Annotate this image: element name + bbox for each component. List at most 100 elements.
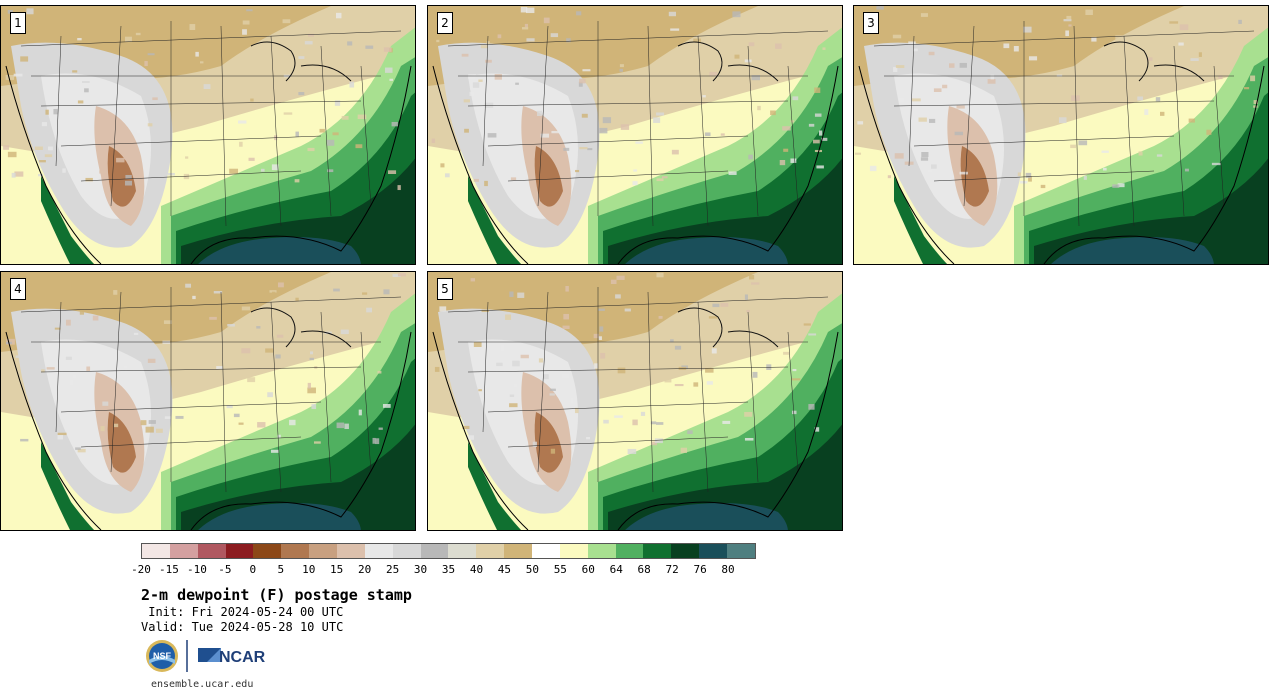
field-speckle [295, 297, 299, 302]
state-border [360, 65, 372, 207]
state-border [537, 25, 549, 207]
field-speckle [213, 291, 223, 294]
field-speckle [779, 160, 786, 166]
field-speckle [54, 327, 61, 330]
field-speckle [1086, 103, 1090, 106]
field-speckle [135, 32, 141, 36]
field-speckle [598, 308, 605, 311]
field-speckle [209, 316, 217, 320]
state-border [647, 25, 654, 227]
field-speckle [124, 36, 132, 42]
field-speckle [227, 323, 235, 327]
field-speckle [792, 368, 797, 372]
dewpoint-map [428, 6, 842, 264]
field-speckle [570, 397, 574, 404]
field-speckle [818, 130, 823, 136]
field-speckle [336, 422, 345, 429]
field-speckle [133, 332, 139, 335]
gulf-region [198, 237, 361, 264]
field-speckle [431, 138, 436, 144]
field-speckle [744, 59, 752, 63]
field-speckle [1179, 24, 1189, 31]
state-borders [447, 287, 829, 493]
field-speckle [113, 423, 119, 428]
field-speckle [62, 168, 66, 173]
field-speckle [349, 81, 355, 88]
field-speckle [887, 175, 892, 179]
field-speckle [544, 111, 553, 114]
field-speckle [623, 363, 627, 367]
field-speckle [651, 441, 658, 446]
field-speckle [1078, 140, 1088, 146]
state-border [747, 45, 759, 217]
field-speckle [378, 427, 383, 430]
state-borders [447, 21, 829, 227]
field-speckle [620, 124, 630, 130]
field-speckle [7, 9, 13, 14]
field-speckle [469, 91, 475, 96]
field-speckle [20, 56, 29, 62]
field-speckle [770, 110, 776, 116]
field-speckle [41, 122, 48, 127]
field-speckle [298, 56, 305, 59]
field-speckle [632, 419, 638, 426]
field-speckle [954, 131, 964, 136]
valid-time: Valid: Tue 2024-05-28 10 UTC [141, 620, 344, 634]
colorbar-tick-label: 10 [302, 563, 316, 576]
field-speckle [341, 115, 349, 120]
colorbar-tick-label: -10 [186, 563, 207, 576]
field-speckle [668, 11, 677, 17]
field-speckle [357, 114, 367, 120]
field-speckle [670, 339, 674, 343]
field-speckle [148, 420, 156, 424]
field-speckle [509, 403, 518, 408]
field-speckle [720, 133, 725, 136]
coastline [858, 65, 1265, 264]
field-speckle [157, 368, 162, 375]
field-speckle [1218, 75, 1223, 80]
field-speckle [239, 141, 243, 147]
field-speckle [783, 148, 789, 152]
field-speckle [913, 48, 918, 52]
field-speckle [601, 294, 611, 299]
field-speckle [92, 315, 99, 321]
colorbar-tick-label: -5 [218, 563, 232, 576]
field-speckle [275, 354, 281, 359]
field-speckle [238, 120, 247, 124]
colorbar-cell [364, 544, 393, 558]
state-border [787, 65, 799, 207]
field-speckle [1085, 9, 1093, 16]
field-speckle [144, 61, 148, 67]
field-speckle [57, 432, 67, 436]
field-speckle [497, 34, 502, 39]
field-speckle [599, 127, 608, 134]
field-speckle [242, 20, 250, 25]
field-speckle [930, 164, 937, 169]
field-speckle [658, 315, 663, 319]
field-speckle [650, 421, 657, 425]
state-border [270, 301, 282, 493]
field-speckle [319, 128, 325, 133]
state-border [873, 30, 1255, 47]
field-speckle [565, 285, 569, 292]
field-speckle [277, 282, 284, 288]
field-speckle [461, 53, 469, 57]
state-border [80, 436, 302, 448]
field-speckle [538, 358, 544, 363]
field-speckle [189, 24, 196, 31]
field-speckle [921, 152, 929, 157]
state-border [40, 366, 362, 373]
field-speckle [509, 394, 515, 397]
field-speckle [792, 96, 799, 101]
state-border [220, 291, 227, 493]
field-speckle [145, 281, 154, 286]
field-speckle [1005, 120, 1013, 125]
field-speckle [333, 288, 340, 292]
field-speckle [248, 157, 255, 161]
field-speckle [515, 82, 519, 85]
field-speckle [757, 105, 761, 111]
field-speckle [496, 362, 503, 367]
field-speckle [869, 165, 877, 172]
field-speckle [1144, 109, 1149, 115]
field-speckle [387, 170, 397, 174]
